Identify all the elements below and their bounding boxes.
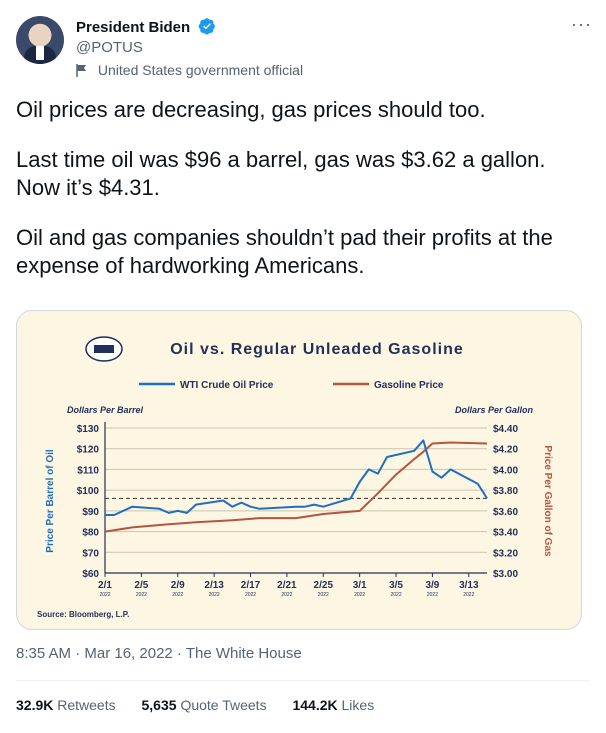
quote-tweets-label: Quote Tweets (180, 697, 267, 713)
flag-icon (76, 64, 88, 80)
x-tick-year: 2022 (172, 592, 183, 598)
x-tick-year: 2022 (99, 592, 110, 598)
avatar[interactable] (16, 16, 64, 64)
x-tick-label: 2/5 (134, 580, 148, 591)
x-tick-year: 2022 (427, 592, 438, 598)
tweet-paragraph-2: Last time oil was $96 a barrel, gas was … (16, 147, 546, 200)
x-tick-label: 2/9 (171, 580, 185, 591)
retweets-count: 32.9K (16, 697, 54, 713)
x-tick-year: 2022 (318, 592, 329, 598)
government-label[interactable]: United States government official (76, 62, 303, 80)
divider (16, 680, 590, 681)
oil-price-line (105, 439, 488, 516)
x-tick-label: 2/21 (277, 580, 297, 591)
tweet-paragraph-1: Oil prices are decreasing, gas prices sh… (16, 97, 486, 122)
white-house-seal-building (94, 345, 114, 353)
left-tick-label: $120 (77, 445, 100, 456)
tweet-text: Oil prices are decreasing, gas prices sh… (16, 96, 590, 302)
left-tick-label: $90 (82, 507, 99, 518)
likes-count: 144.2K (292, 697, 338, 713)
right-tick-label: $3.40 (493, 528, 518, 539)
chart-image-card[interactable]: Oil vs. Regular Unleaded Gasoline WTI Cru… (16, 310, 582, 630)
left-axis-units: Dollars Per Barrel (67, 405, 144, 415)
right-tick-label: $3.60 (493, 507, 518, 518)
likes-stat[interactable]: 144.2K Likes (292, 697, 374, 713)
legend-oil-label: WTI Crude Oil Price (180, 380, 274, 391)
left-axis-title: Price Per Barrel of Oil (45, 449, 56, 553)
quote-tweets-stat[interactable]: 5,635 Quote Tweets (142, 697, 267, 713)
x-tick-label: 2/17 (241, 580, 261, 591)
tweet-timestamp[interactable]: 8:35 AM · Mar 16, 2022 (16, 645, 173, 662)
x-tick-label: 2/13 (204, 580, 224, 591)
tweet-meta: 8:35 AM · Mar 16, 2022 · The White House (16, 645, 302, 662)
right-tick-label: $4.00 (493, 465, 518, 476)
gas-price-line (104, 441, 488, 533)
left-tick-label: $60 (82, 569, 99, 580)
left-tick-label: $80 (82, 528, 99, 539)
meta-separator: · (172, 645, 186, 662)
left-tick-label: $130 (77, 424, 100, 435)
x-tick-label: 3/9 (425, 580, 439, 591)
x-tick-year: 2022 (245, 592, 256, 598)
x-tick-year: 2022 (136, 592, 147, 598)
right-tick-label: $3.00 (493, 569, 518, 580)
left-tick-label: $110 (77, 465, 99, 476)
right-axis-title: Price Per Gallon of Gas (542, 445, 553, 557)
x-tick-label: 3/13 (459, 580, 479, 591)
chart-source: Source: Bloomberg, L.P. (37, 610, 129, 619)
tweet-paragraph-3: Oil and gas companies shouldn’t pad thei… (16, 225, 553, 278)
chart-title: Oil vs. Regular Unleaded Gasoline (170, 341, 464, 358)
avatar-shirt (36, 46, 44, 60)
tweet-source[interactable]: The White House (185, 645, 302, 662)
author-name[interactable]: President Biden (76, 19, 191, 36)
left-tick-label: $70 (82, 548, 99, 559)
verified-badge-icon (198, 17, 216, 39)
x-tick-year: 2022 (390, 592, 401, 598)
oil-gas-chart: Oil vs. Regular Unleaded Gasoline WTI Cru… (37, 336, 553, 619)
author-handle[interactable]: @POTUS (76, 39, 143, 56)
x-tick-year: 2022 (281, 592, 292, 598)
x-tick-label: 3/5 (389, 580, 403, 591)
x-tick-year: 2022 (354, 592, 365, 598)
retweets-stat[interactable]: 32.9K Retweets (16, 697, 116, 713)
x-tick-label: 3/1 (353, 580, 367, 591)
x-tick-year: 2022 (463, 592, 474, 598)
right-axis-units: Dollars Per Gallon (455, 405, 534, 415)
more-options-icon[interactable]: ··· (571, 14, 592, 34)
x-tick-label: 2/1 (98, 580, 112, 591)
right-tick-label: $3.20 (493, 548, 518, 559)
author-name-row[interactable]: President Biden (76, 17, 216, 39)
government-label-text: United States government official (97, 62, 304, 78)
right-tick-label: $3.80 (493, 486, 518, 497)
likes-label: Likes (341, 697, 375, 713)
right-tick-label: $4.20 (493, 445, 518, 456)
quote-tweets-count: 5,635 (141, 697, 177, 713)
left-tick-label: $100 (77, 486, 100, 497)
legend-gas-label: Gasoline Price (374, 380, 444, 391)
x-tick-year: 2022 (209, 592, 220, 598)
right-tick-label: $4.40 (493, 424, 518, 435)
engagement-stats: 32.9K Retweets 5,635 Quote Tweets 144.2K… (16, 697, 396, 713)
x-tick-label: 2/25 (314, 580, 334, 591)
retweets-label: Retweets (57, 697, 116, 713)
